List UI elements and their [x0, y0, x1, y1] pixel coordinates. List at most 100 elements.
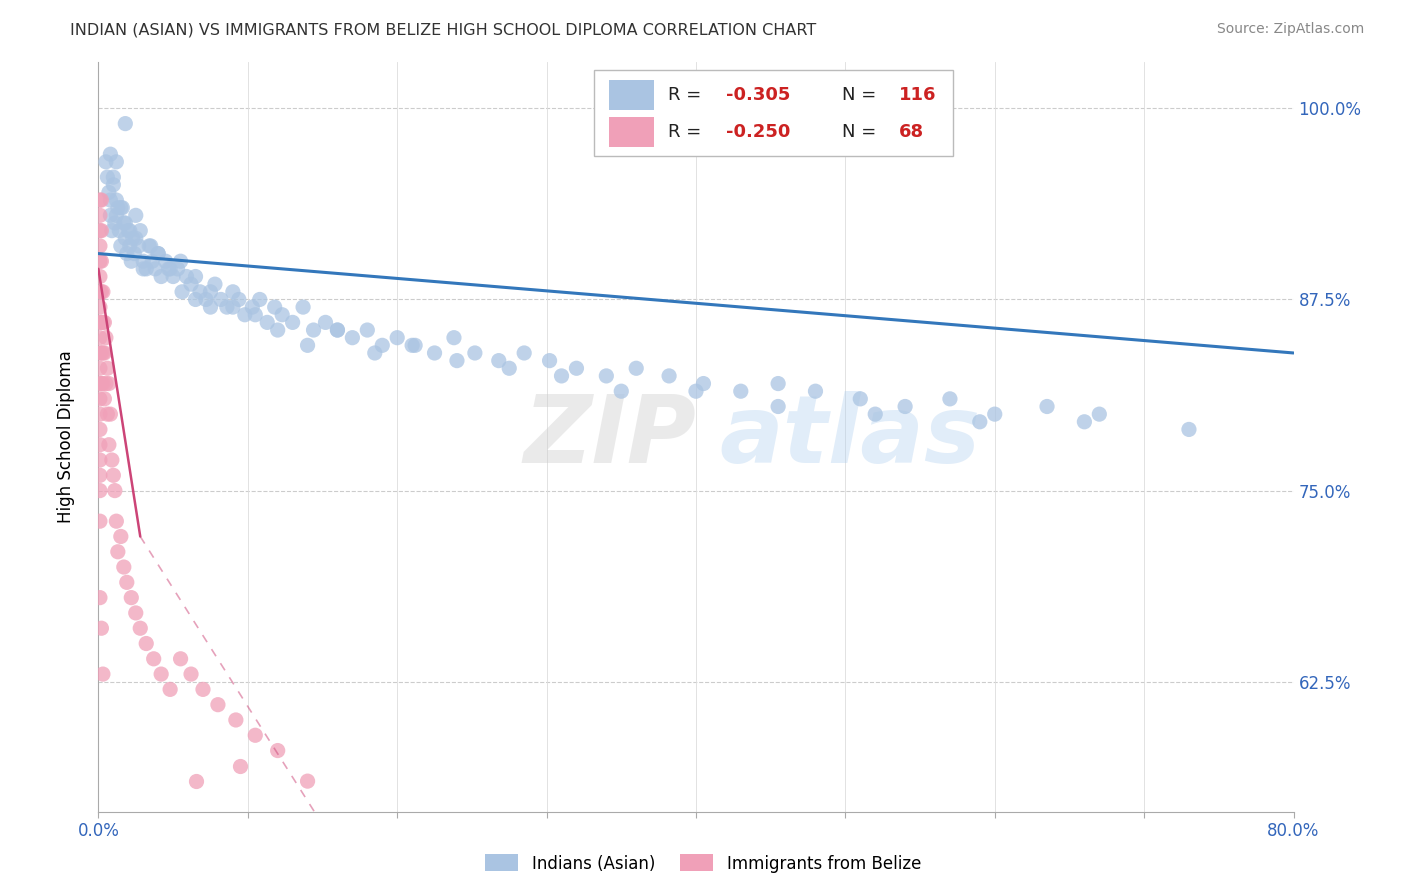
Point [141, 254, 163, 268]
Point [804, 384, 827, 399]
Text: N =: N = [842, 86, 882, 103]
Point [222, 300, 245, 314]
Point [245, 308, 267, 322]
Point [98, 407, 122, 421]
Point [626, 361, 648, 376]
Point [121, 231, 143, 245]
Point [105, 208, 128, 222]
Point [595, 368, 617, 383]
Point [401, 338, 423, 352]
Point [138, 239, 160, 253]
Point [969, 415, 991, 429]
Point [176, 269, 198, 284]
Point [91, 285, 114, 299]
Point [112, 560, 135, 574]
Point [249, 293, 271, 307]
Point [157, 261, 180, 276]
Point [94, 154, 117, 169]
Point [114, 231, 136, 245]
Point [94, 331, 117, 345]
Point [107, 545, 129, 559]
Point [894, 400, 917, 414]
Point [685, 384, 707, 399]
Point [142, 652, 165, 666]
Point [93, 346, 115, 360]
Point [222, 285, 245, 299]
Point [139, 239, 162, 253]
Point [105, 514, 128, 528]
Point [98, 193, 122, 207]
Point [128, 239, 150, 253]
Point [297, 338, 319, 352]
Point [191, 682, 214, 697]
Point [103, 468, 125, 483]
Point [162, 269, 184, 284]
Point [110, 529, 132, 543]
FancyBboxPatch shape [595, 70, 953, 156]
Point [94, 376, 117, 391]
Point [188, 285, 211, 299]
Point [97, 186, 120, 200]
Point [364, 346, 387, 360]
Y-axis label: High School Diploma: High School Diploma [56, 351, 75, 524]
Point [443, 331, 465, 345]
Point [184, 293, 207, 307]
Point [89, 269, 111, 284]
Point [148, 246, 170, 260]
Point [90, 285, 112, 299]
Point [97, 438, 120, 452]
Point [96, 170, 118, 185]
Point [195, 293, 218, 307]
Text: R =: R = [668, 86, 707, 103]
Point [233, 308, 256, 322]
Point [89, 208, 111, 222]
Point [150, 269, 173, 284]
Point [89, 407, 111, 421]
Point [215, 300, 238, 314]
Point [120, 254, 142, 268]
Point [148, 246, 170, 260]
Point [169, 254, 191, 268]
Text: R =: R = [668, 123, 707, 141]
Point [103, 178, 125, 192]
Point [89, 331, 111, 345]
Point [464, 346, 486, 360]
Point [105, 154, 128, 169]
Point [135, 261, 157, 276]
Point [89, 239, 111, 253]
Text: INDIAN (ASIAN) VS IMMIGRANTS FROM BELIZE HIGH SCHOOL DIPLOMA CORRELATION CHART: INDIAN (ASIAN) VS IMMIGRANTS FROM BELIZE… [70, 22, 817, 37]
Point [89, 376, 111, 391]
Point [766, 376, 789, 391]
Point [1073, 415, 1095, 429]
Point [124, 246, 146, 260]
Point [180, 277, 202, 292]
Point [209, 293, 232, 307]
Point [228, 293, 250, 307]
Point [129, 621, 152, 635]
Point [513, 346, 536, 360]
Point [865, 407, 887, 421]
Point [93, 392, 115, 406]
Point [240, 300, 263, 314]
Point [89, 224, 111, 238]
Point [766, 400, 789, 414]
Point [115, 246, 138, 260]
Point [207, 698, 229, 712]
Point [565, 361, 588, 376]
Point [297, 774, 319, 789]
Point [89, 422, 111, 436]
Point [125, 231, 148, 245]
Text: atlas: atlas [720, 391, 981, 483]
Point [89, 453, 111, 467]
Point [90, 193, 112, 207]
Point [103, 170, 125, 185]
Point [117, 224, 139, 238]
Point [89, 300, 111, 314]
Point [1178, 422, 1201, 436]
Point [371, 338, 394, 352]
Point [90, 315, 112, 329]
Point [104, 216, 127, 230]
Point [112, 216, 135, 230]
Point [538, 353, 561, 368]
Point [91, 376, 114, 391]
